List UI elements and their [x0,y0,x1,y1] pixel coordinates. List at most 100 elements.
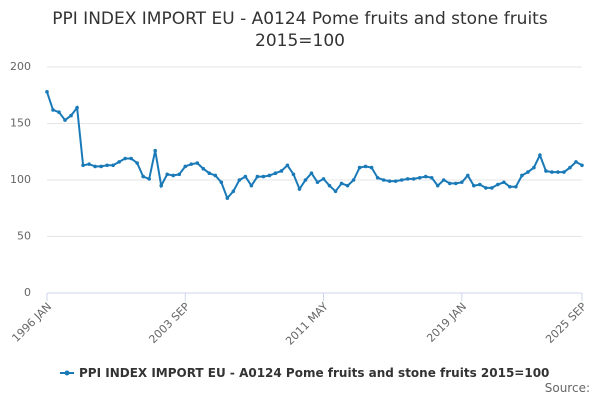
point [538,153,542,157]
point [243,174,248,179]
point [249,183,254,188]
point [147,177,151,181]
point [399,178,404,182]
point [490,186,494,190]
point [423,174,428,179]
y-tick-label: 150 [10,117,31,130]
point [201,166,206,171]
point [255,174,260,179]
point [429,175,434,180]
line [46,91,583,201]
point [339,181,344,186]
point [544,169,548,173]
point [63,118,67,122]
point [321,177,326,181]
point [123,156,127,161]
point [225,196,230,200]
point [363,164,368,169]
point [105,163,109,168]
y-tick-label: 200 [10,60,31,73]
point [267,173,272,178]
point [405,177,410,181]
point [520,173,524,178]
point [502,180,506,185]
point [129,156,133,161]
point [99,164,103,169]
point [453,181,458,186]
point [135,161,139,165]
point [213,173,218,178]
x-tick-label: 2003 SEP [146,300,192,346]
point [177,172,182,177]
x-tick-label: 1996 JAN [9,300,54,345]
point [57,110,61,114]
point [556,170,560,174]
chart-title: PPI INDEX IMPORT EU - A0124 Pome fruits … [52,9,548,51]
point [471,183,476,188]
point [51,108,55,112]
point [45,90,49,94]
point [153,148,158,153]
legend-label[interactable]: PPI INDEX IMPORT EU - A0124 Pome fruits … [79,366,549,380]
point [237,178,242,182]
point [279,169,284,173]
point [514,184,518,189]
point [327,183,332,188]
point [550,170,554,174]
point [357,165,362,170]
point [393,179,398,183]
x-tick-label: 2019 JAN [424,300,469,345]
point [93,164,97,169]
y-tick-label: 0 [24,286,31,299]
point [189,162,194,166]
point [465,173,470,178]
point [291,172,296,177]
y-tick-label: 50 [17,230,31,243]
point [231,189,236,194]
point [285,163,290,168]
point [141,174,145,179]
point [309,171,314,176]
point [526,170,530,174]
point [532,165,536,170]
point [183,164,188,169]
x-tick-label: 2011 MAY [283,300,331,348]
point [574,160,578,164]
point [315,180,320,185]
point [375,175,380,180]
point [417,175,422,180]
point [508,184,512,189]
point [387,179,392,183]
point [369,165,374,170]
point [207,171,212,176]
point [261,174,266,179]
y-tick-label: 100 [10,173,31,186]
point [345,183,350,188]
point [117,160,121,164]
point [496,182,500,187]
point [75,105,79,110]
point [447,181,452,186]
point [303,178,308,182]
point [459,180,464,185]
point [333,189,338,194]
point [195,161,200,165]
point [484,186,488,190]
point [219,180,224,185]
point [411,177,416,181]
point [111,163,115,168]
point [297,187,302,191]
point [165,172,170,177]
legend-marker [64,370,70,376]
point [381,178,386,182]
point [478,182,482,187]
point [580,163,584,168]
point [159,183,164,188]
source: Source: [545,381,590,395]
point [273,171,278,176]
point [171,173,176,178]
point [435,183,440,188]
point [87,162,91,166]
point [568,165,572,170]
